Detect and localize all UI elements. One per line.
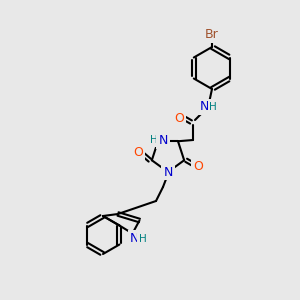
Text: N: N: [163, 166, 173, 178]
Text: O: O: [174, 112, 184, 124]
Text: O: O: [193, 160, 203, 173]
Text: H: H: [209, 102, 217, 112]
Text: H: H: [139, 233, 146, 244]
Text: N: N: [199, 100, 209, 113]
Text: N: N: [158, 134, 168, 147]
Text: H: H: [150, 135, 158, 145]
Text: Br: Br: [205, 28, 219, 41]
Text: O: O: [133, 146, 143, 159]
Text: N: N: [130, 232, 139, 245]
